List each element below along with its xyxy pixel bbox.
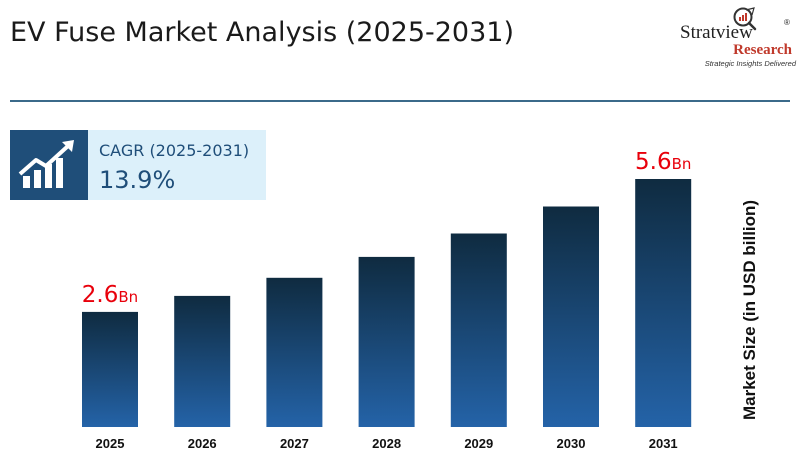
logo-tagline: Strategic Insights Delivered (704, 59, 796, 68)
bar-2031 (635, 179, 692, 427)
bar-2025 (82, 311, 138, 427)
magnifier-chart-icon (733, 7, 757, 31)
x-tick-label-2027: 2027 (280, 436, 309, 451)
cagr-value: 13.9% (99, 166, 176, 194)
stratview-logo: Stratview ® Research Strategic Insights … (676, 6, 796, 68)
logo-brand: Stratview (680, 22, 753, 43)
y-axis-label: Market Size (in USD billion) (740, 199, 759, 420)
page-title: EV Fuse Market Analysis (2025-2031) (10, 17, 514, 48)
bar-2029 (450, 233, 507, 427)
bar-2030 (543, 206, 599, 427)
trend-up-chart-icon (10, 130, 88, 200)
data-label-2025: 2.6Bn (82, 282, 138, 308)
x-tick-label-2026: 2026 (188, 436, 217, 451)
logo-research: Research (733, 42, 792, 58)
x-tick-label-2028: 2028 (372, 436, 401, 451)
bar-2028 (358, 256, 415, 427)
bar-2027 (266, 277, 323, 427)
cagr-callout: CAGR (2025-2031) 13.9% (10, 130, 266, 200)
x-tick-label-2029: 2029 (464, 436, 493, 451)
bar-2026 (174, 295, 231, 427)
cagr-label: CAGR (2025-2031) (99, 141, 250, 160)
x-tick-label-2030: 2030 (557, 436, 586, 451)
header-divider (10, 100, 790, 102)
logo-registered-mark: ® (784, 18, 790, 27)
data-label-2031: 5.6Bn (635, 149, 691, 175)
x-tick-label-2031: 2031 (649, 436, 678, 451)
x-tick-label-2025: 2025 (96, 436, 125, 451)
